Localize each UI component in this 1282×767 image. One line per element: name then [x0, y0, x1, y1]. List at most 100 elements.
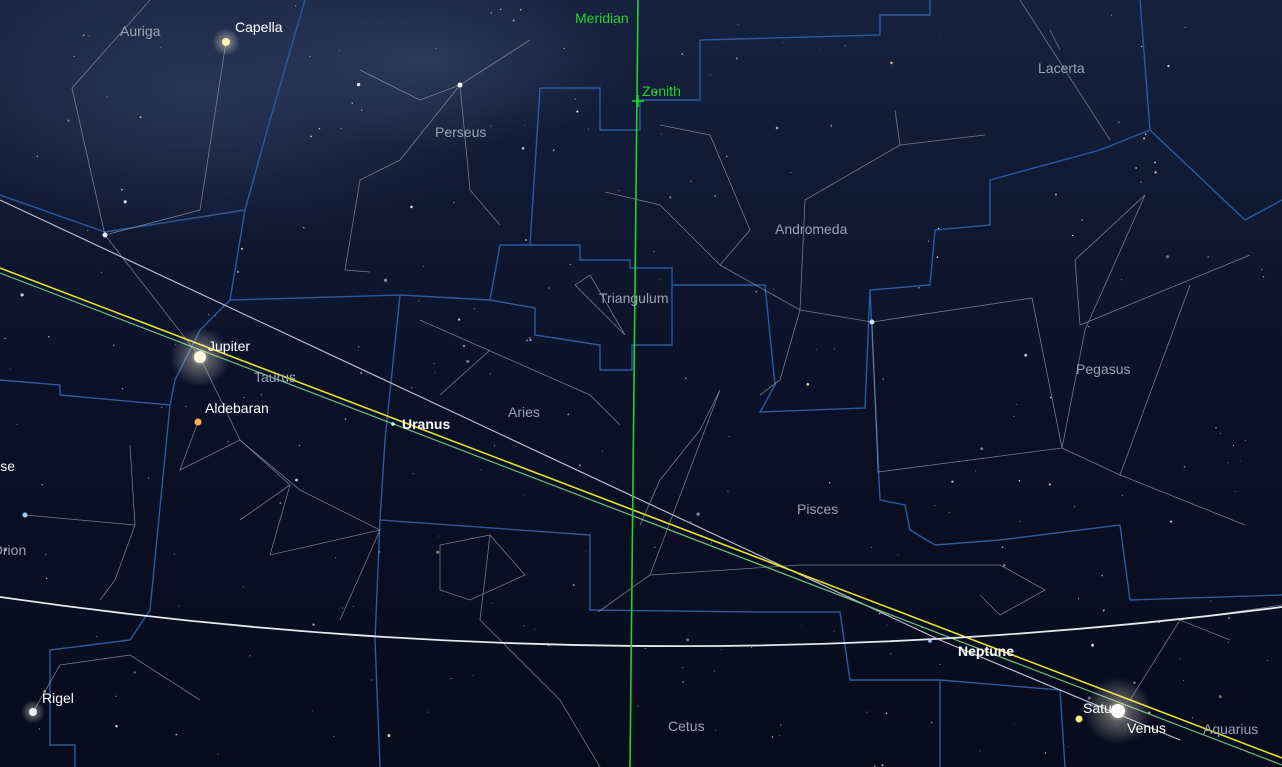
constellation-label: Triangulum: [599, 290, 669, 306]
background-star: [1182, 680, 1184, 682]
background-star: [1024, 353, 1028, 357]
background-star: [833, 630, 835, 632]
boundary: [869, 289, 1282, 601]
boundary: [489, 244, 673, 371]
background-star: [1240, 460, 1241, 462]
background-star: [755, 290, 758, 293]
planet-label: Saturn: [1083, 700, 1124, 716]
background-star: [637, 705, 639, 707]
background-star: [1121, 494, 1124, 496]
background-star: [790, 172, 792, 174]
constellation-label: Lacerta: [1038, 60, 1085, 76]
constellation-label: Aries: [508, 404, 540, 420]
constellation-line: [1019, 0, 1111, 141]
background-star: [1218, 695, 1222, 699]
constellation-line: [871, 194, 1251, 526]
background-star: [462, 344, 466, 348]
background-star: [341, 607, 344, 609]
background-star: [887, 624, 889, 626]
star: [22, 512, 28, 518]
background-star: [410, 386, 413, 389]
background-star: [1228, 617, 1231, 620]
background-star: [112, 344, 115, 346]
boundary: [1149, 129, 1282, 221]
background-star: [737, 24, 739, 26]
background-star: [1215, 427, 1217, 429]
background-star: [780, 724, 782, 726]
background-star: [36, 155, 38, 157]
background-star: [682, 681, 684, 683]
star-label: Betelgeuse: [0, 458, 15, 474]
background-star: [121, 188, 123, 191]
background-star: [310, 135, 312, 138]
background-star: [88, 35, 90, 37]
background-star: [714, 195, 717, 197]
background-star: [215, 315, 217, 317]
background-star: [38, 728, 40, 730]
background-star: [696, 512, 700, 516]
background-star: [801, 625, 802, 627]
background-star: [1014, 723, 1015, 724]
background-star: [418, 300, 420, 302]
background-star: [512, 19, 515, 22]
background-star: [489, 373, 491, 375]
background-star: [383, 278, 388, 283]
background-star: [360, 372, 363, 374]
background-star: [710, 542, 712, 544]
background-star: [1219, 432, 1221, 434]
background-star: [490, 12, 493, 14]
constellation-label: Pisces: [797, 501, 838, 517]
background-star: [438, 535, 440, 537]
background-star: [727, 490, 729, 493]
planet: [391, 422, 395, 426]
background-star: [1234, 490, 1236, 492]
star-label: Aldebaran: [205, 400, 269, 416]
background-star: [918, 286, 920, 289]
background-star: [208, 314, 210, 316]
background-star: [1143, 137, 1145, 140]
background-star: [150, 37, 152, 39]
zenith-label: Zenith: [642, 83, 681, 99]
background-star: [178, 605, 180, 607]
constellation-label: Cetus: [668, 718, 705, 734]
constellation-line: [604, 109, 986, 396]
background-star: [387, 733, 391, 738]
background-star: [1078, 598, 1080, 600]
background-star: [457, 318, 461, 321]
background-star: [309, 56, 311, 58]
constellation-line: [179, 421, 381, 556]
constellation-line: [439, 534, 601, 767]
background-star: [654, 546, 656, 548]
background-star: [1232, 444, 1235, 447]
background-star: [890, 61, 893, 65]
planet: [928, 639, 932, 643]
background-star: [844, 45, 846, 47]
background-star: [526, 339, 528, 342]
background-star: [298, 444, 301, 447]
background-star: [1101, 574, 1104, 577]
background-star: [682, 666, 684, 669]
background-star: [521, 147, 525, 150]
background-star: [82, 34, 85, 37]
background-star: [48, 336, 50, 338]
background-star: [67, 119, 70, 122]
background-star: [614, 24, 616, 26]
background-star: [1244, 440, 1246, 442]
background-star: [1103, 609, 1105, 611]
background-star: [936, 256, 939, 258]
background-star: [435, 47, 437, 49]
background-star: [1019, 520, 1021, 523]
planet-label: Uranus: [402, 416, 450, 432]
background-star: [1054, 193, 1057, 196]
background-star: [340, 127, 342, 130]
background-star: [160, 46, 162, 48]
constellation-label: Taurus: [254, 369, 296, 385]
background-star: [175, 733, 178, 736]
background-star: [681, 53, 684, 56]
background-star: [572, 584, 575, 586]
background-star: [820, 48, 821, 50]
background-star: [436, 550, 440, 554]
background-star: [1091, 643, 1095, 647]
star: [222, 38, 230, 46]
background-star: [751, 646, 753, 648]
